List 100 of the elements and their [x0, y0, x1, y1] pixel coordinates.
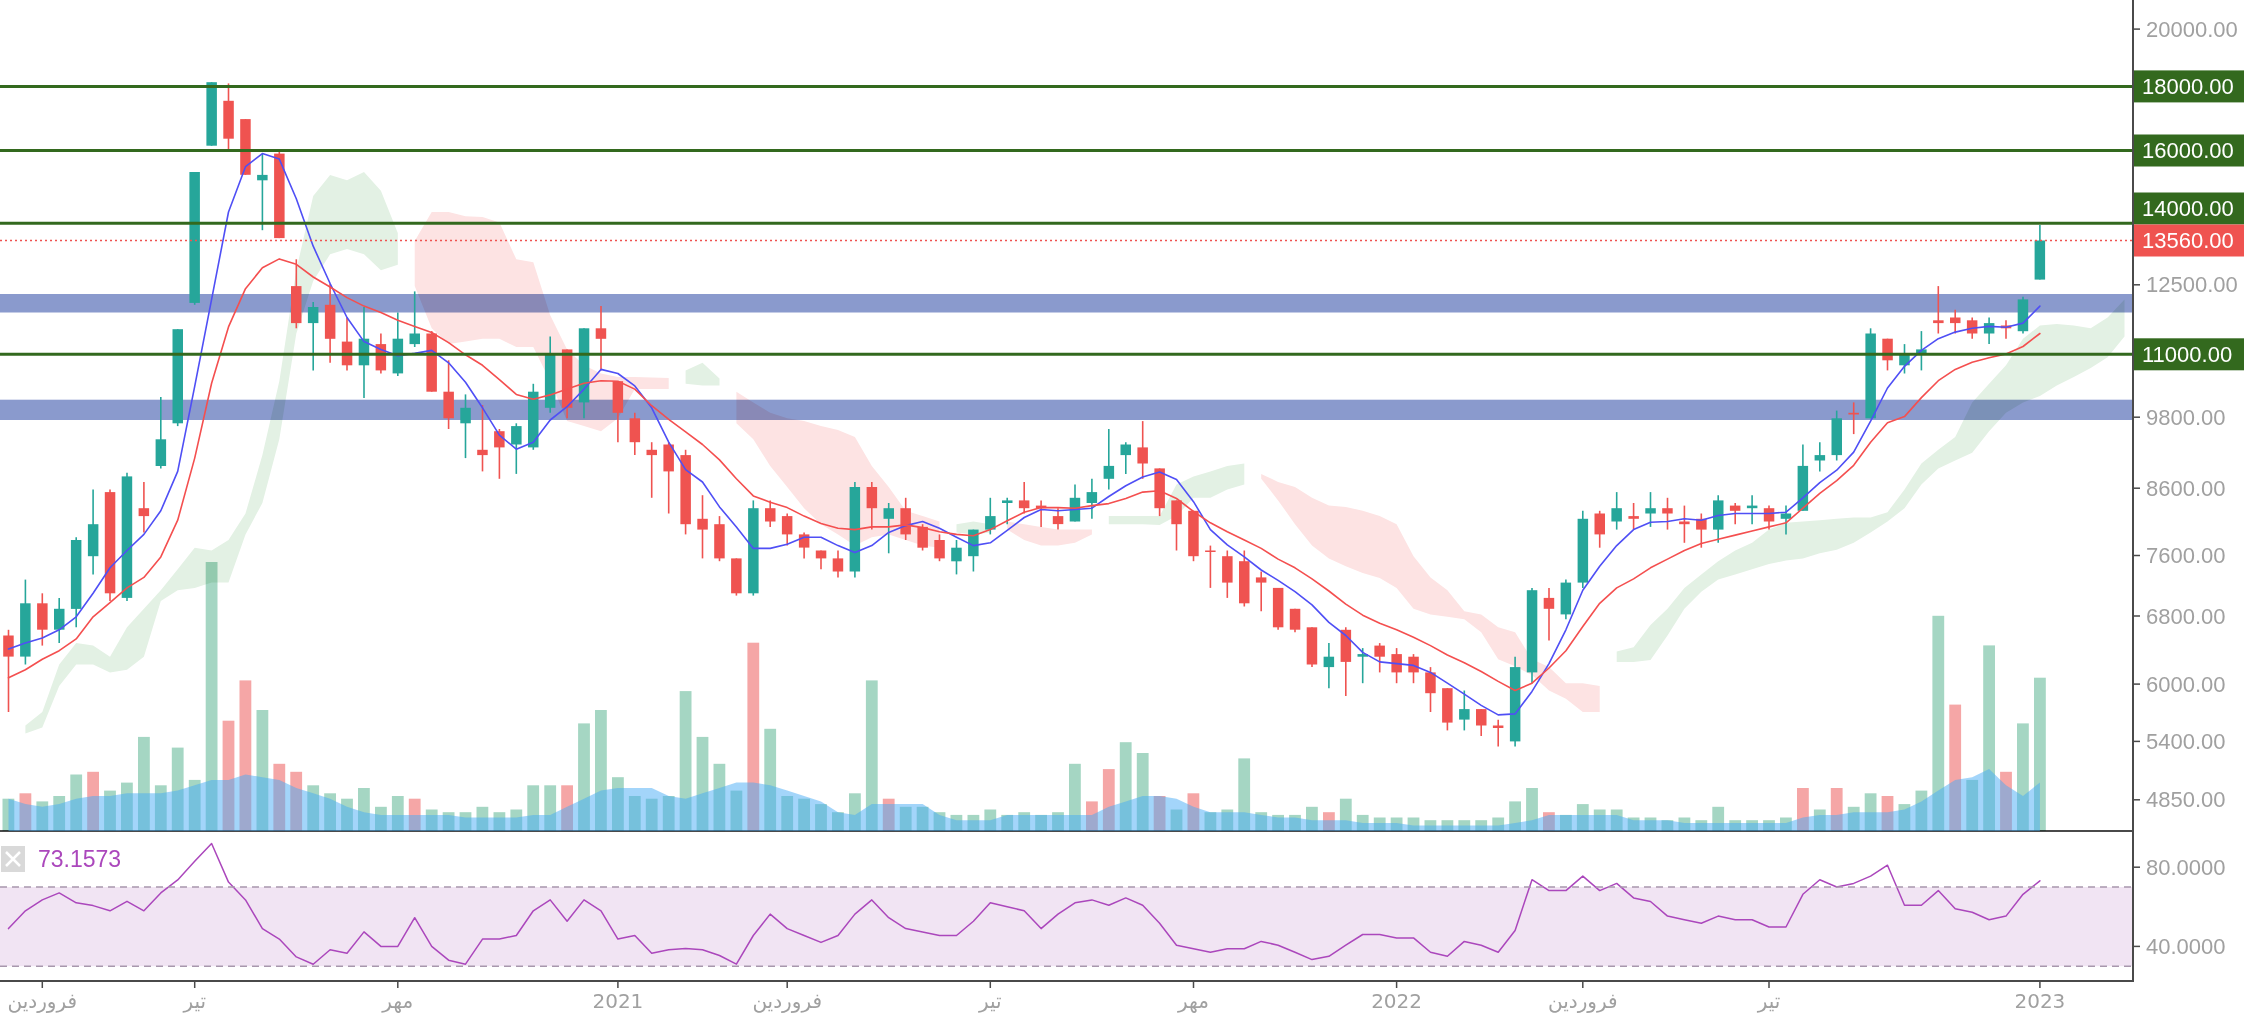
bar — [375, 806, 387, 831]
bar — [391, 796, 404, 831]
candlestick — [1662, 497, 1673, 531]
bar — [628, 796, 641, 831]
bar — [1813, 809, 1826, 831]
candlestick — [866, 481, 878, 531]
candlestick — [1983, 316, 1995, 345]
y-tick-label: 80.0000 — [2146, 854, 2226, 880]
candlestick — [1391, 647, 1402, 684]
y-tick-label: 9800.00 — [2146, 404, 2226, 430]
x-tick-label: تیر — [1756, 989, 1781, 1013]
candlestick — [54, 597, 65, 644]
candlestick — [1848, 401, 1859, 435]
bar — [1492, 817, 1505, 831]
bar — [1238, 758, 1251, 831]
bar — [1323, 812, 1335, 831]
bar — [1712, 806, 1725, 831]
bar — [1763, 820, 1775, 831]
bar — [188, 779, 201, 831]
candlestick — [1476, 708, 1487, 737]
bar — [696, 736, 709, 831]
bar — [1610, 809, 1623, 831]
candlestick — [494, 428, 505, 480]
bar — [679, 691, 692, 831]
bar — [1119, 742, 1132, 831]
candlestick — [629, 412, 641, 456]
bar — [1915, 790, 1928, 831]
bar — [645, 798, 658, 831]
bar — [1983, 645, 1995, 831]
ref-line-label: 14000.00 — [2142, 196, 2234, 221]
y-tick-label: 5400.00 — [2146, 728, 2226, 754]
bar — [1407, 817, 1420, 831]
candlestick — [257, 152, 268, 231]
bar — [1746, 820, 1758, 831]
y-tick-label: 6000.00 — [2146, 671, 2226, 697]
bar — [36, 801, 49, 831]
bar — [307, 785, 320, 831]
bar — [1390, 817, 1403, 831]
bar — [1729, 820, 1742, 831]
bar — [578, 723, 590, 831]
bar — [324, 793, 336, 831]
candlestick — [511, 422, 522, 475]
bar — [561, 785, 573, 831]
candlestick — [477, 404, 488, 473]
x-tick-label: تیر — [182, 989, 207, 1013]
bar — [1170, 809, 1183, 831]
bar — [1289, 814, 1301, 831]
candlestick — [1374, 642, 1385, 674]
bar — [104, 790, 116, 831]
candlestick — [1814, 441, 1826, 473]
bar — [1576, 804, 1589, 831]
bar — [950, 814, 963, 831]
candlestick — [781, 512, 793, 547]
bar — [2, 798, 15, 831]
bar — [1102, 769, 1115, 831]
bar — [1695, 820, 1708, 831]
bar — [1255, 812, 1268, 831]
bar — [1881, 796, 1894, 831]
x-tick-label: 2022 — [1371, 989, 1423, 1013]
candlestick — [1002, 497, 1013, 525]
candlestick — [765, 499, 776, 528]
bar — [1475, 820, 1488, 831]
y-tick-label: 20000.00 — [2146, 16, 2238, 42]
ref-line-label: 11000.00 — [2142, 341, 2233, 367]
candlestick — [1171, 499, 1182, 552]
bar — [747, 642, 760, 831]
candlestick — [883, 502, 894, 555]
x-tick-label: فروردین — [752, 989, 822, 1013]
y-tick-label: 12500.00 — [2146, 272, 2238, 298]
bar — [1086, 801, 1098, 831]
bar — [358, 788, 370, 831]
x-tick-label: فروردین — [7, 989, 78, 1013]
candlestick — [934, 533, 945, 562]
bar — [1780, 817, 1792, 831]
bar — [1153, 796, 1166, 831]
bar — [730, 790, 743, 831]
candlestick — [1103, 428, 1115, 491]
bar — [832, 812, 844, 831]
bar — [138, 736, 150, 831]
bar — [171, 747, 184, 831]
x-tick-label: فروردین — [1548, 989, 1618, 1013]
candlestick — [1255, 570, 1267, 612]
bar — [1018, 812, 1031, 831]
candlestick — [1628, 502, 1639, 531]
candlestick — [307, 301, 319, 372]
bar — [1339, 798, 1352, 831]
y-tick-label: 4850.00 — [2146, 787, 2226, 813]
bar — [154, 785, 167, 831]
bar — [1847, 806, 1860, 831]
bar — [2000, 771, 2012, 831]
bar — [984, 809, 997, 831]
bar — [1661, 820, 1674, 831]
candlestick — [1357, 647, 1368, 684]
bar — [612, 777, 624, 831]
bar — [1136, 753, 1149, 831]
bar — [1035, 814, 1047, 831]
candlestick — [1052, 507, 1064, 531]
y-tick-label: 6800.00 — [2146, 603, 2226, 629]
bar — [1678, 817, 1691, 831]
bar — [2017, 723, 2029, 831]
